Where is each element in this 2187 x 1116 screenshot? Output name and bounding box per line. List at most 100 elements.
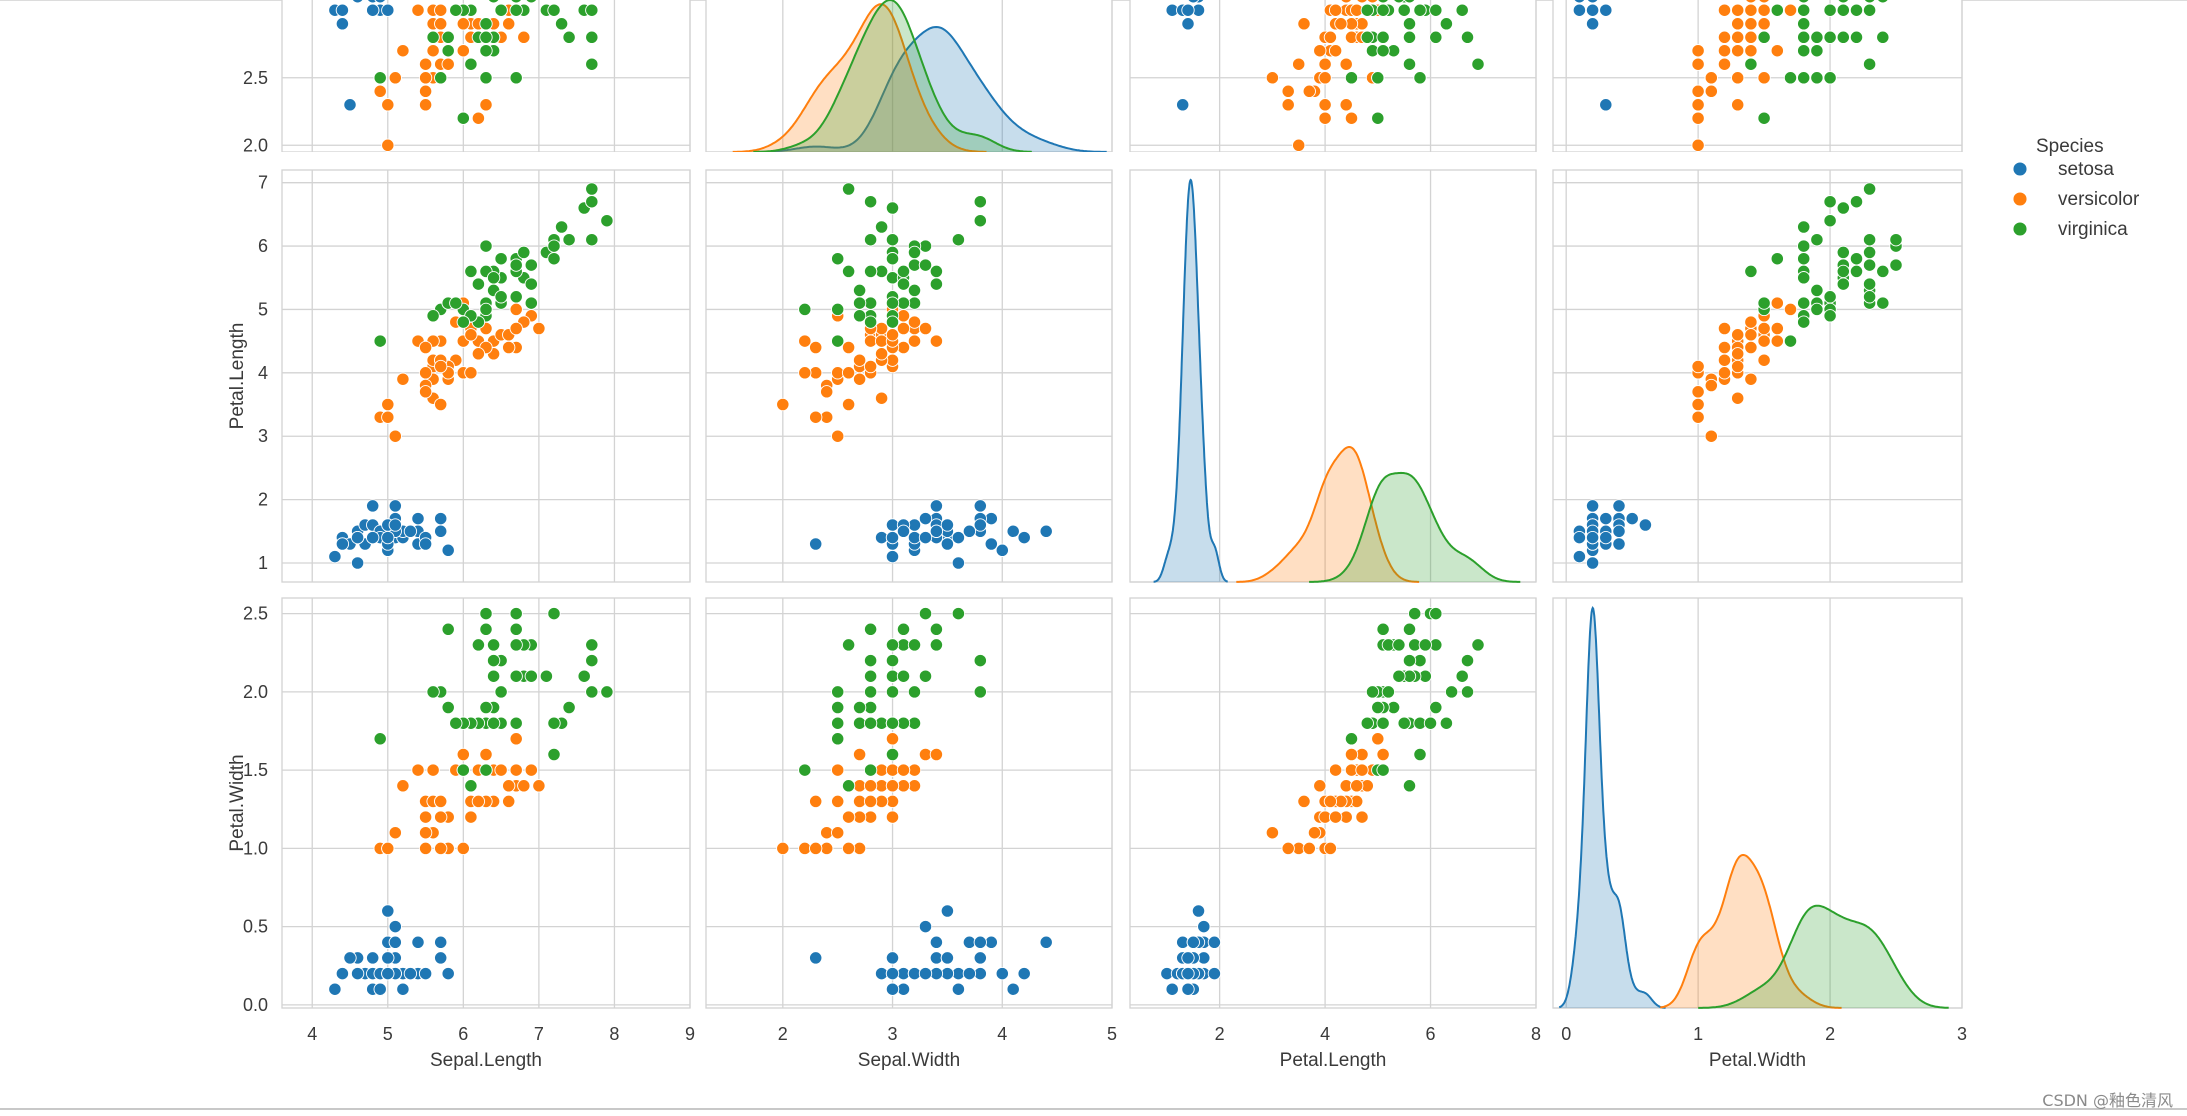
point-virginica [863, 622, 878, 636]
point-versicolor [1297, 17, 1311, 31]
x-tick-label: 8 [1531, 1024, 1541, 1044]
point-setosa [366, 3, 380, 17]
point-virginica [1797, 17, 1811, 31]
point-virginica [1413, 3, 1427, 17]
point-setosa [373, 982, 387, 996]
point-versicolor [1691, 397, 1705, 412]
point-versicolor [418, 340, 433, 355]
point-versicolor [1704, 71, 1718, 85]
point-versicolor [1731, 391, 1745, 405]
point-setosa [328, 982, 342, 996]
point-versicolor [1334, 17, 1348, 31]
point-virginica [486, 271, 501, 285]
point-virginica [896, 622, 911, 636]
point-versicolor [1292, 57, 1306, 71]
point-virginica [863, 195, 878, 209]
point-versicolor [1318, 111, 1332, 125]
point-versicolor [896, 321, 911, 336]
point-virginica [562, 700, 576, 715]
point-virginica [1402, 57, 1417, 71]
point-versicolor [388, 429, 402, 443]
point-setosa [896, 966, 911, 981]
y-axis-label: Petal.Length [227, 323, 248, 430]
point-virginica [1797, 239, 1811, 253]
point-virginica [1849, 264, 1864, 279]
point-versicolor [874, 347, 889, 361]
point-setosa [1573, 0, 1586, 4]
point-virginica [885, 296, 900, 310]
point-virginica [1418, 638, 1432, 652]
point-virginica [547, 239, 561, 253]
point-virginica [479, 606, 493, 621]
x-tick-label: 4 [1320, 1024, 1330, 1044]
point-virginica [1429, 700, 1443, 715]
point-virginica [1471, 638, 1485, 652]
point-versicolor [820, 826, 834, 840]
point-virginica [486, 638, 501, 652]
point-versicolor [852, 794, 867, 809]
point-versicolor [1328, 763, 1343, 777]
point-versicolor [1744, 17, 1758, 31]
point-virginica [1460, 653, 1475, 668]
point-setosa [1181, 17, 1195, 31]
point-virginica [885, 747, 900, 762]
point-virginica [509, 290, 523, 304]
point-virginica [831, 334, 845, 348]
point-virginica [486, 653, 501, 668]
point-virginica [1823, 3, 1837, 17]
point-versicolor [381, 98, 395, 112]
point-virginica [1810, 283, 1824, 298]
point-virginica [1889, 258, 1903, 272]
kde-fill-virginica [1698, 905, 1949, 1008]
point-virginica [863, 233, 878, 247]
point-virginica [1408, 606, 1422, 621]
point-virginica [1876, 264, 1890, 279]
point-virginica [1837, 0, 1850, 4]
point-virginica [494, 3, 508, 17]
point-virginica [524, 669, 538, 683]
point-virginica [1876, 296, 1890, 310]
point-virginica [1797, 315, 1811, 329]
point-virginica [479, 44, 493, 58]
point-virginica [1836, 3, 1850, 17]
point-setosa [1585, 530, 1600, 545]
point-versicolor [798, 366, 812, 380]
point-virginica [1429, 30, 1443, 44]
kde-line-versicolor [732, 3, 987, 152]
point-virginica [1413, 71, 1427, 85]
point-versicolor [426, 44, 440, 58]
point-setosa [388, 499, 402, 513]
point-versicolor [1757, 353, 1771, 367]
y-tick-label: 4 [258, 363, 268, 383]
point-versicolor [1281, 841, 1295, 856]
point-versicolor [1770, 44, 1784, 58]
point-versicolor [418, 98, 433, 112]
point-virginica [1397, 3, 1411, 17]
point-setosa [343, 98, 357, 112]
panel-petal-width-vs-sepal-width [705, 597, 1113, 1009]
y-tick-label: 0.0 [243, 995, 268, 1015]
point-setosa [411, 511, 425, 526]
y-tick-label: 1.0 [243, 838, 268, 858]
legend-label-virginica: virginica [2058, 219, 2128, 240]
point-versicolor [1783, 302, 1798, 317]
point-setosa [381, 530, 395, 545]
point-setosa [1006, 524, 1020, 538]
point-virginica [426, 685, 440, 699]
point-versicolor [852, 372, 867, 386]
point-virginica [434, 71, 448, 85]
point-setosa [940, 518, 955, 532]
point-setosa [388, 919, 402, 934]
point-virginica [524, 258, 538, 272]
point-virginica [907, 716, 922, 730]
point-setosa [929, 935, 944, 949]
point-setosa [434, 524, 448, 538]
point-setosa [918, 919, 933, 934]
point-virginica [1862, 57, 1877, 71]
point-virginica [1393, 0, 1405, 4]
point-versicolor [532, 779, 546, 793]
point-versicolor [509, 732, 523, 746]
watermark-text: CSDN @釉色清风 [2042, 1091, 2173, 1110]
window-bottom-rule [0, 1108, 2187, 1110]
point-virginica [1797, 271, 1811, 285]
